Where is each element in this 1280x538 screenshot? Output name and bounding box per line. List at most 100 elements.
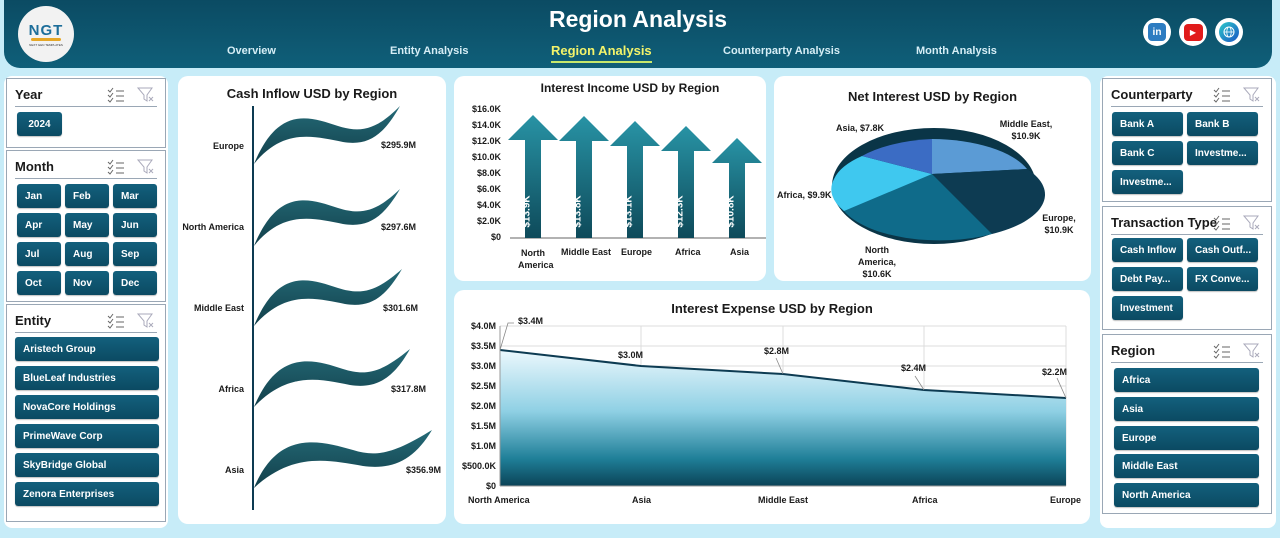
youtube-icon: ▶	[1183, 23, 1203, 41]
y-tick: $3.0M	[470, 361, 496, 371]
multi-select-icon[interactable]	[1213, 87, 1231, 103]
x-tick: Africa	[912, 495, 938, 505]
y-tick: $8.0K	[476, 168, 501, 178]
region-button[interactable]: Africa	[1114, 368, 1259, 392]
month-button-jan[interactable]: Jan	[17, 184, 61, 208]
pie-chart	[831, 128, 1046, 244]
month-button-apr[interactable]: Apr	[17, 213, 61, 237]
x-tick: Asia	[632, 495, 652, 505]
data-label: $3.4M	[518, 316, 544, 326]
region-button[interactable]: Europe	[1114, 426, 1259, 450]
y-tick: $1.0M	[470, 441, 496, 451]
chart-title: Net Interest USD by Region	[847, 89, 1018, 104]
region-button[interactable]: North America	[1114, 483, 1259, 507]
region-slicer: Region Africa Asia Europe Middle East No…	[1102, 334, 1272, 514]
y-tick: $0	[490, 232, 501, 242]
data-label: $2.8M	[764, 346, 790, 356]
month-button-feb[interactable]: Feb	[65, 184, 109, 208]
entity-slicer: Entity Aristech Group BlueLeaf Industrie…	[6, 304, 166, 522]
x-tick: Middle East	[561, 247, 612, 257]
transaction-type-button[interactable]: Investment	[1112, 296, 1183, 320]
clear-filter-icon[interactable]	[1243, 215, 1261, 231]
entity-button[interactable]: Zenora Enterprises	[15, 482, 159, 506]
cash-inflow-chart: Cash Inflow USD by Region Europe North A…	[178, 76, 446, 524]
transaction-type-button[interactable]: FX Conve...	[1187, 267, 1258, 291]
entity-button[interactable]: Aristech Group	[15, 337, 159, 361]
clear-filter-icon[interactable]	[137, 87, 155, 103]
multi-select-icon[interactable]	[107, 87, 125, 103]
data-label: $317.8M	[391, 384, 427, 394]
tab-entity-analysis[interactable]: Entity Analysis	[390, 45, 469, 57]
tab-region-analysis[interactable]: Region Analysis	[551, 43, 652, 63]
interest-expense-chart: Interest Expense USD by Region $4.0M $3.…	[454, 290, 1090, 524]
chart-title: Interest Expense USD by Region	[671, 301, 873, 316]
clear-filter-icon[interactable]	[137, 159, 155, 175]
counterparty-button[interactable]: Bank A	[1112, 112, 1183, 136]
y-tick: $3.5M	[470, 341, 496, 351]
transaction-type-button[interactable]: Debt Pay...	[1112, 267, 1183, 291]
month-button-jul[interactable]: Jul	[17, 242, 61, 266]
clear-filter-icon[interactable]	[137, 313, 155, 329]
transaction-type-button[interactable]: Cash Outf...	[1187, 238, 1258, 262]
website-button[interactable]	[1215, 18, 1243, 46]
left-slicer-panel: Year 2024 Month Jan Feb Mar Apr May Jun …	[4, 76, 168, 528]
month-button-sep[interactable]: Sep	[113, 242, 157, 266]
multi-select-icon[interactable]	[1213, 215, 1231, 231]
entity-button[interactable]: SkyBridge Global	[15, 453, 159, 477]
month-button-jun[interactable]: Jun	[113, 213, 157, 237]
y-tick: $500.0K	[461, 461, 496, 471]
bar-value-label: $13.1K	[623, 195, 635, 228]
linkedin-button[interactable]: in	[1143, 18, 1171, 46]
category-label: Asia	[224, 465, 244, 475]
month-button-oct[interactable]: Oct	[17, 271, 61, 295]
tab-overview[interactable]: Overview	[227, 45, 276, 57]
region-button[interactable]: Asia	[1114, 397, 1259, 421]
month-button-dec[interactable]: Dec	[113, 271, 157, 295]
month-slicer: Month Jan Feb Mar Apr May Jun Jul Aug Se…	[6, 150, 166, 302]
y-tick: $10.0K	[471, 152, 501, 162]
y-axis-line	[252, 106, 254, 510]
y-tick: $12.0K	[471, 136, 501, 146]
youtube-button[interactable]: ▶	[1179, 18, 1207, 46]
y-tick: $4.0M	[470, 321, 496, 331]
month-button-nov[interactable]: Nov	[65, 271, 109, 295]
multi-select-icon[interactable]	[107, 313, 125, 329]
wave-bars	[254, 106, 432, 488]
header-bar: NGT NEXT GEN TEMPLATES Region Analysis O…	[4, 0, 1272, 68]
month-button-may[interactable]: May	[65, 213, 109, 237]
month-button-aug[interactable]: Aug	[65, 242, 109, 266]
multi-select-icon[interactable]	[1213, 343, 1231, 359]
entity-button[interactable]: BlueLeaf Industries	[15, 366, 159, 390]
month-button-mar[interactable]: Mar	[113, 184, 157, 208]
entity-button[interactable]: PrimeWave Corp	[15, 424, 159, 448]
category-label: Middle East	[193, 303, 244, 313]
x-tick: North America	[468, 495, 530, 505]
counterparty-button[interactable]: Bank C	[1112, 141, 1183, 165]
counterparty-button[interactable]: Investme...	[1112, 170, 1183, 194]
tab-counterparty-analysis[interactable]: Counterparty Analysis	[723, 45, 840, 57]
transaction-type-slicer: Transaction Type Cash Inflow Cash Outf..…	[1102, 206, 1272, 330]
y-tick: $2.0M	[470, 401, 496, 411]
region-slicer-title: Region	[1111, 343, 1156, 358]
clear-filter-icon[interactable]	[1243, 87, 1261, 103]
transaction-type-button[interactable]: Cash Inflow	[1112, 238, 1183, 262]
bar-value-label: $13.8K	[572, 195, 584, 228]
counterparty-button[interactable]: Investme...	[1187, 141, 1258, 165]
x-tick: Europe	[1050, 495, 1082, 505]
multi-select-icon[interactable]	[107, 159, 125, 175]
x-tick: Middle East	[758, 495, 809, 505]
nav-tabs: Overview Entity Analysis Region Analysis…	[4, 43, 1272, 65]
chart-title: Cash Inflow USD by Region	[226, 86, 398, 101]
year-2024-button[interactable]: 2024	[17, 112, 62, 136]
y-tick: $4.0K	[476, 200, 501, 210]
linkedin-icon: in	[1148, 23, 1166, 41]
region-button[interactable]: Middle East	[1114, 454, 1259, 478]
entity-button[interactable]: NovaCore Holdings	[15, 395, 159, 419]
clear-filter-icon[interactable]	[1243, 343, 1261, 359]
tab-month-analysis[interactable]: Month Analysis	[916, 45, 997, 57]
ngt-logo: NGT NEXT GEN TEMPLATES	[18, 6, 74, 62]
logo-mark: NGT	[28, 21, 64, 39]
counterparty-button[interactable]: Bank B	[1187, 112, 1258, 136]
counterparty-slicer-title: Counterparty	[1111, 87, 1193, 102]
category-label: Africa	[218, 384, 244, 394]
